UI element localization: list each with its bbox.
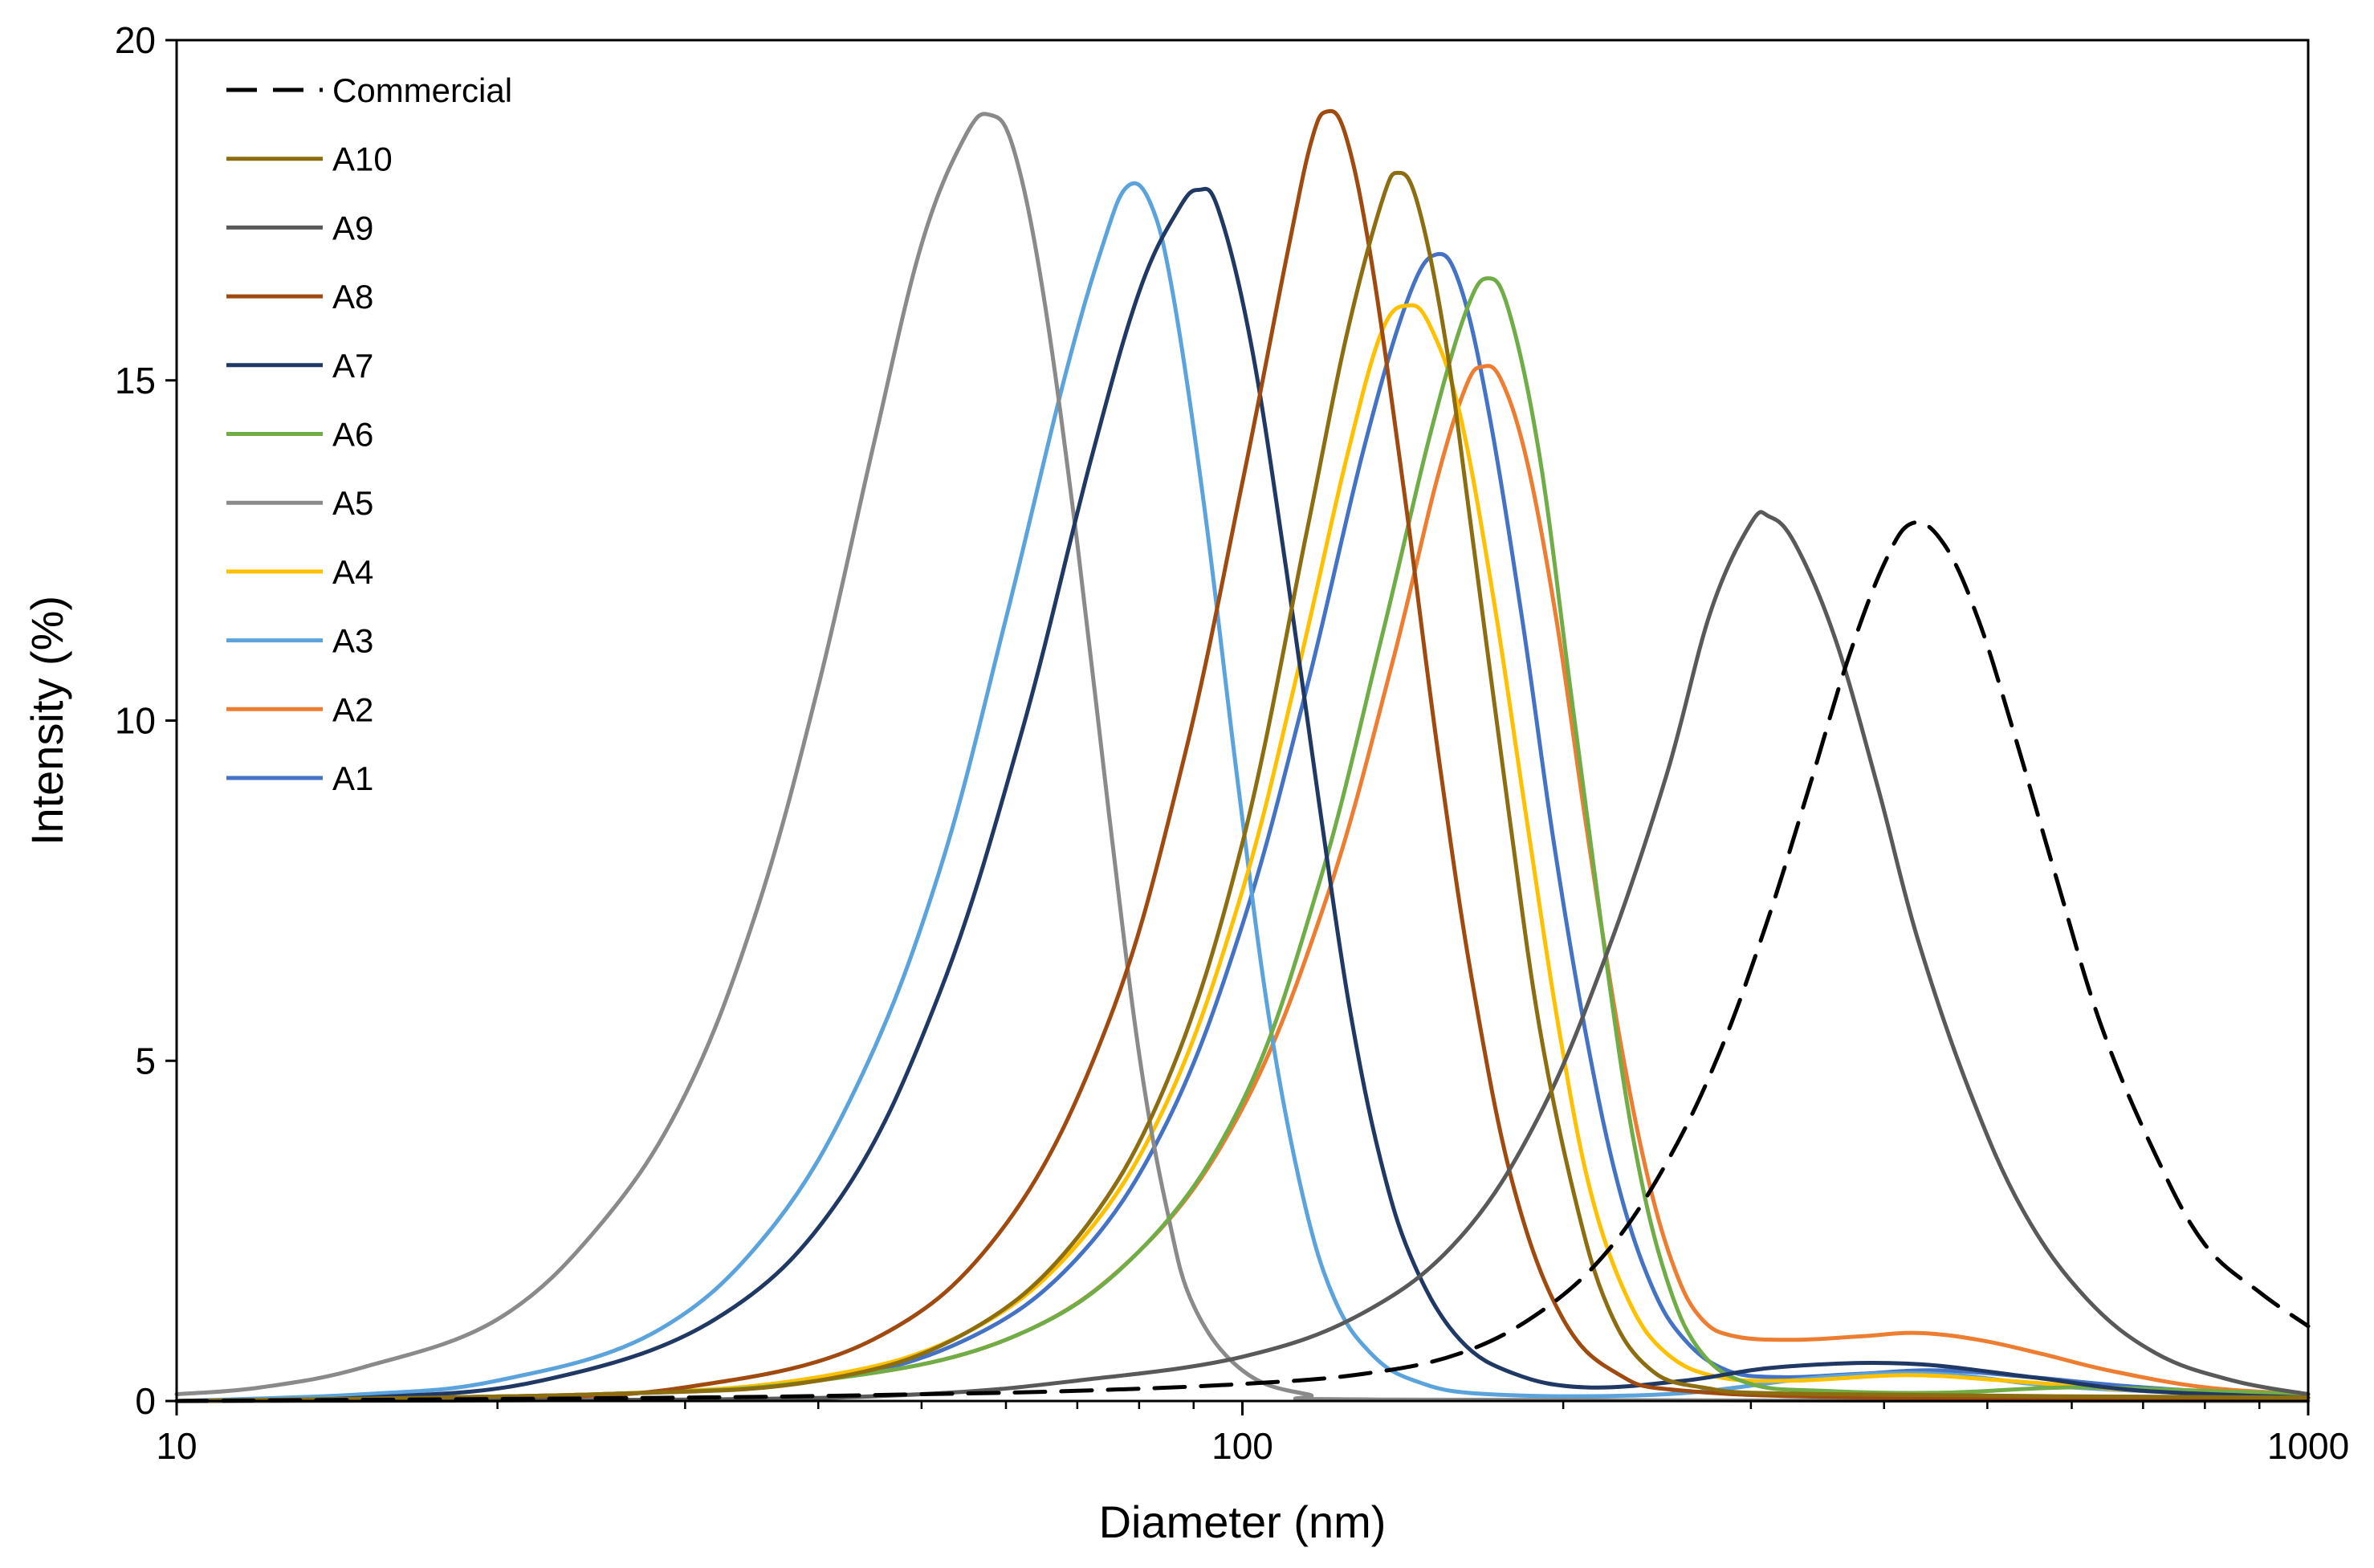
legend-label: A3 (332, 622, 373, 660)
y-tick-label: 5 (135, 1040, 156, 1081)
legend-item-a2[interactable]: A2 (226, 690, 373, 728)
legend[interactable]: Commercial A10 A9 A8 A7 A6 A5 A4 A3 A2 A1 (226, 71, 512, 797)
x-axis-title: Diameter (nm) (1099, 1497, 1387, 1547)
legend-item-a5[interactable]: A5 (226, 484, 373, 522)
y-tick-label: 0 (135, 1380, 156, 1422)
legend-label: A7 (332, 347, 373, 385)
series-line-commercial (174, 520, 2311, 1403)
legend-item-a4[interactable]: A4 (226, 553, 373, 591)
series-line-a7 (174, 186, 2311, 1403)
x-tick-label: 1000 (2267, 1425, 2349, 1467)
series-layer (174, 108, 2311, 1403)
legend-label: A8 (332, 278, 373, 316)
legend-label: A1 (332, 760, 373, 797)
series-line-a10 (174, 170, 2311, 1403)
legend-label: A9 (332, 209, 373, 246)
series-line-a9 (174, 510, 2311, 1403)
legend-label: A10 (332, 141, 393, 178)
series-line-a8 (174, 108, 2311, 1403)
legend-item-a1[interactable]: A1 (226, 760, 373, 797)
y-tick-label: 15 (115, 360, 156, 401)
legend-item-a6[interactable]: A6 (226, 416, 373, 454)
legend-label: A2 (332, 690, 373, 728)
y-tick-label: 20 (115, 19, 156, 61)
x-tick-label: 10 (156, 1425, 197, 1467)
legend-item-a3[interactable]: A3 (226, 622, 373, 660)
legend-label: Commercial (332, 71, 512, 109)
legend-item-commercial[interactable]: Commercial (226, 71, 512, 109)
legend-item-a10[interactable]: A10 (226, 141, 393, 178)
y-axis-title: Intensity (%) (22, 596, 72, 845)
series-line-a3 (174, 181, 2311, 1403)
legend-item-a8[interactable]: A8 (226, 278, 373, 316)
axes-layer: 0 5 10 15 20 10 100 1000 (115, 19, 2349, 1467)
legend-label: A4 (332, 553, 373, 591)
series-line-a1 (174, 251, 2311, 1403)
series-line-a6 (174, 276, 2311, 1403)
x-tick-label: 100 (1211, 1425, 1273, 1467)
legend-label: A5 (332, 484, 373, 522)
y-tick-label: 10 (115, 700, 156, 742)
series-line-a5 (174, 112, 2311, 1403)
legend-item-a9[interactable]: A9 (226, 209, 373, 246)
legend-label: A6 (332, 416, 373, 454)
legend-item-a7[interactable]: A7 (226, 347, 373, 385)
